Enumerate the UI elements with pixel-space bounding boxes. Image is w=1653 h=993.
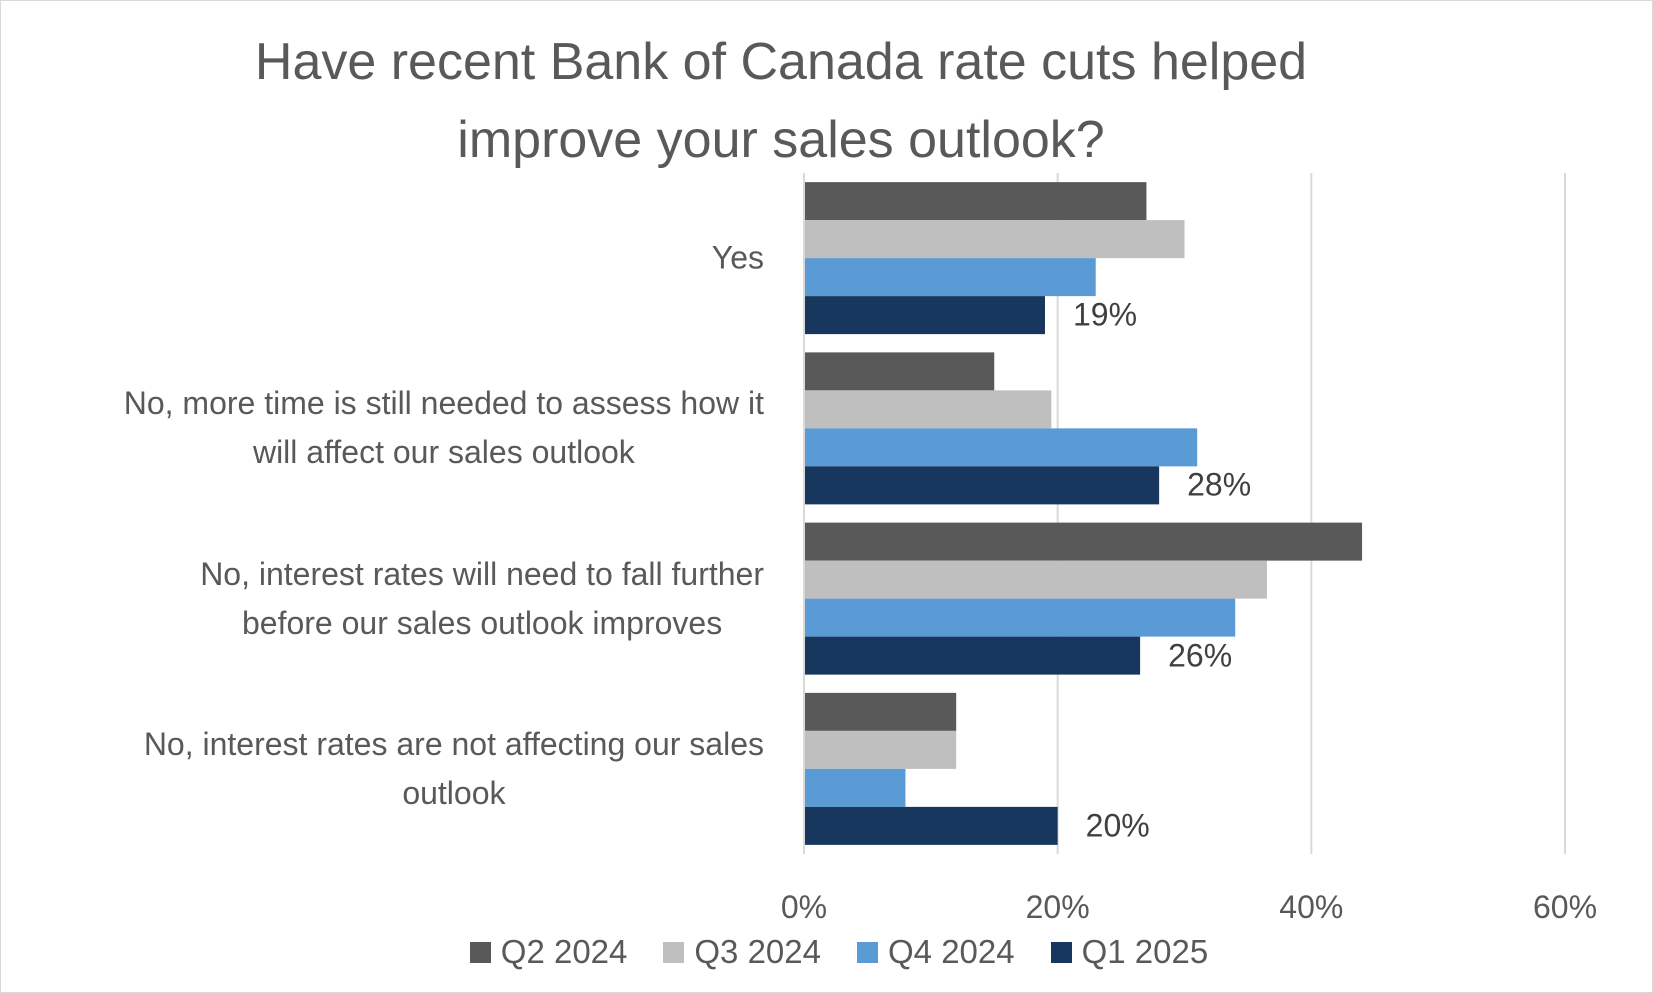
legend-item: Q1 2025: [1050, 933, 1209, 971]
bar-q1-2025: [804, 466, 1160, 505]
data-label: 26%: [1168, 637, 1233, 674]
chart-title: Have recent Bank of Canada rate cuts hel…: [1, 23, 1561, 179]
category-label: Yes: [712, 234, 764, 283]
x-tick-label: 40%: [1279, 889, 1344, 925]
bar-q1-2025: [804, 806, 1058, 845]
chart-title-line-2: improve your sales outlook?: [457, 111, 1105, 169]
legend-item: Q4 2024: [857, 933, 1015, 971]
data-label: 20%: [1085, 807, 1150, 844]
bar-q2-2024: [804, 692, 957, 731]
bar-q4-2024: [804, 258, 1096, 297]
x-tick-label: 60%: [1532, 889, 1598, 925]
legend: Q2 2024 Q3 2024 Q4 2024 Q1 2025: [1, 933, 1652, 971]
legend-swatch: [857, 941, 878, 963]
legend-label: Q3 2024: [694, 933, 821, 970]
category-label-line: No, interest rates will need to fall fur…: [200, 555, 764, 592]
legend-swatch: [469, 941, 491, 963]
bar-q4-2024: [804, 428, 1198, 467]
bar-q4-2024: [804, 768, 906, 807]
legend-label: Q2 2024: [500, 933, 628, 970]
legend-item: Q3 2024: [663, 933, 821, 971]
legend-label: Q4 2024: [888, 933, 1015, 970]
bar-q2-2024: [804, 522, 1363, 561]
bar-q3-2024: [804, 730, 957, 769]
x-tick-label: 0%: [780, 889, 828, 925]
legend-label: Q1 2025: [1081, 933, 1209, 970]
data-label: 19%: [1072, 296, 1138, 333]
category-label-line: No, interest rates are not affecting our…: [143, 725, 764, 762]
category-label-line: Yes: [711, 239, 764, 276]
category-label-line: will affect our sales outlook: [252, 434, 635, 471]
data-label: 28%: [1187, 466, 1252, 503]
bar-q3-2024: [804, 390, 1052, 429]
x-tick-label: 20%: [1025, 889, 1090, 925]
chart-title-line-1: Have recent Bank of Canada rate cuts hel…: [254, 33, 1308, 91]
category-label: No, interest rates are not affecting our…: [144, 720, 764, 818]
bar-q1-2025: [804, 296, 1045, 335]
category-label-line: No, more time is still needed to assess …: [123, 385, 764, 422]
category-label: No, more time is still needed to assess …: [124, 379, 764, 477]
bar-q2-2024: [804, 182, 1147, 221]
legend-item: Q2 2024: [469, 933, 628, 971]
bar-q3-2024: [804, 220, 1185, 259]
bar-q1-2025: [804, 636, 1141, 675]
bar-q4-2024: [804, 598, 1236, 637]
bar-q3-2024: [804, 560, 1267, 599]
category-label-line: before our sales outlook improves: [241, 604, 723, 641]
legend-swatch: [663, 941, 685, 963]
category-label: No, interest rates will need to fall fur…: [200, 550, 764, 648]
bar-q2-2024: [804, 352, 995, 391]
category-label-line: outlook: [402, 774, 506, 811]
legend-swatch: [1050, 941, 1072, 963]
